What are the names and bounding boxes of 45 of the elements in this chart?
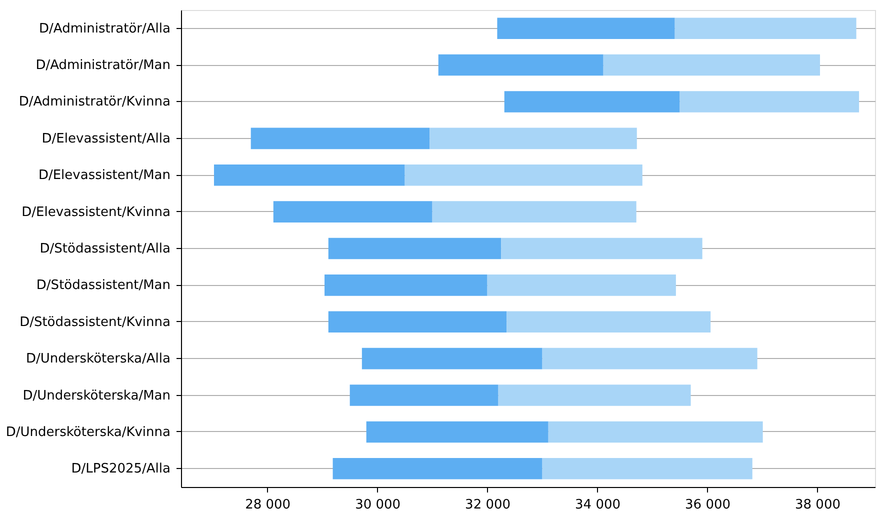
- bar: [674, 18, 856, 39]
- bar: [350, 384, 498, 406]
- bar: [438, 54, 604, 76]
- bar: [328, 311, 507, 333]
- y-tick-label: D/Elevassistent/Kvinna: [22, 204, 170, 220]
- bar: [603, 54, 820, 76]
- y-tick-label: D/Undersköterska/Man: [22, 388, 170, 404]
- bar: [680, 91, 860, 112]
- x-tick-label: 32 000: [465, 498, 511, 512]
- bar: [362, 348, 542, 370]
- x-tick-label: 30 000: [355, 498, 401, 512]
- y-tick-label: D/Stödassistent/Alla: [40, 242, 170, 256]
- y-tick-label: D/Administratör/Kvinna: [18, 94, 170, 110]
- bar: [497, 18, 675, 39]
- bar: [504, 91, 680, 112]
- bar: [506, 311, 711, 333]
- y-tick-label: D/Administratör/Man: [36, 58, 170, 74]
- y-tick-label: D/Stödassistent/Man: [36, 278, 170, 294]
- y-tick-label: D/Undersköterska/Kvinna: [6, 424, 170, 440]
- bar: [542, 348, 758, 370]
- bar: [250, 128, 430, 150]
- bar: [542, 458, 752, 480]
- x-tick-label: 38 000: [795, 498, 841, 512]
- x-tick-label: 28 000: [245, 498, 291, 512]
- bar: [487, 274, 676, 296]
- y-tick-label: D/Elevassistent/Man: [38, 168, 170, 184]
- bar: [328, 238, 502, 260]
- y-tick-label: D/Stödassistent/Kvinna: [20, 314, 170, 330]
- x-tick-label: 34 000: [575, 498, 621, 512]
- bar: [432, 201, 636, 222]
- bar: [324, 274, 488, 296]
- bar: [273, 201, 432, 222]
- bar: [430, 128, 637, 150]
- bar: [548, 421, 763, 443]
- y-tick-label: D/Administratör/Alla: [39, 21, 170, 36]
- y-tick-label: D/LPS2025/Alla: [71, 462, 170, 477]
- bar: [404, 164, 642, 186]
- bar: [366, 421, 548, 443]
- x-tick-label: 36 000: [685, 498, 731, 512]
- bar: [214, 164, 405, 186]
- bar: [332, 458, 542, 480]
- bar: [498, 384, 691, 406]
- y-tick-label: D/Elevassistent/Alla: [42, 131, 170, 146]
- y-tick-label: D/Undersköterska/Alla: [26, 352, 170, 367]
- bar: [501, 238, 702, 260]
